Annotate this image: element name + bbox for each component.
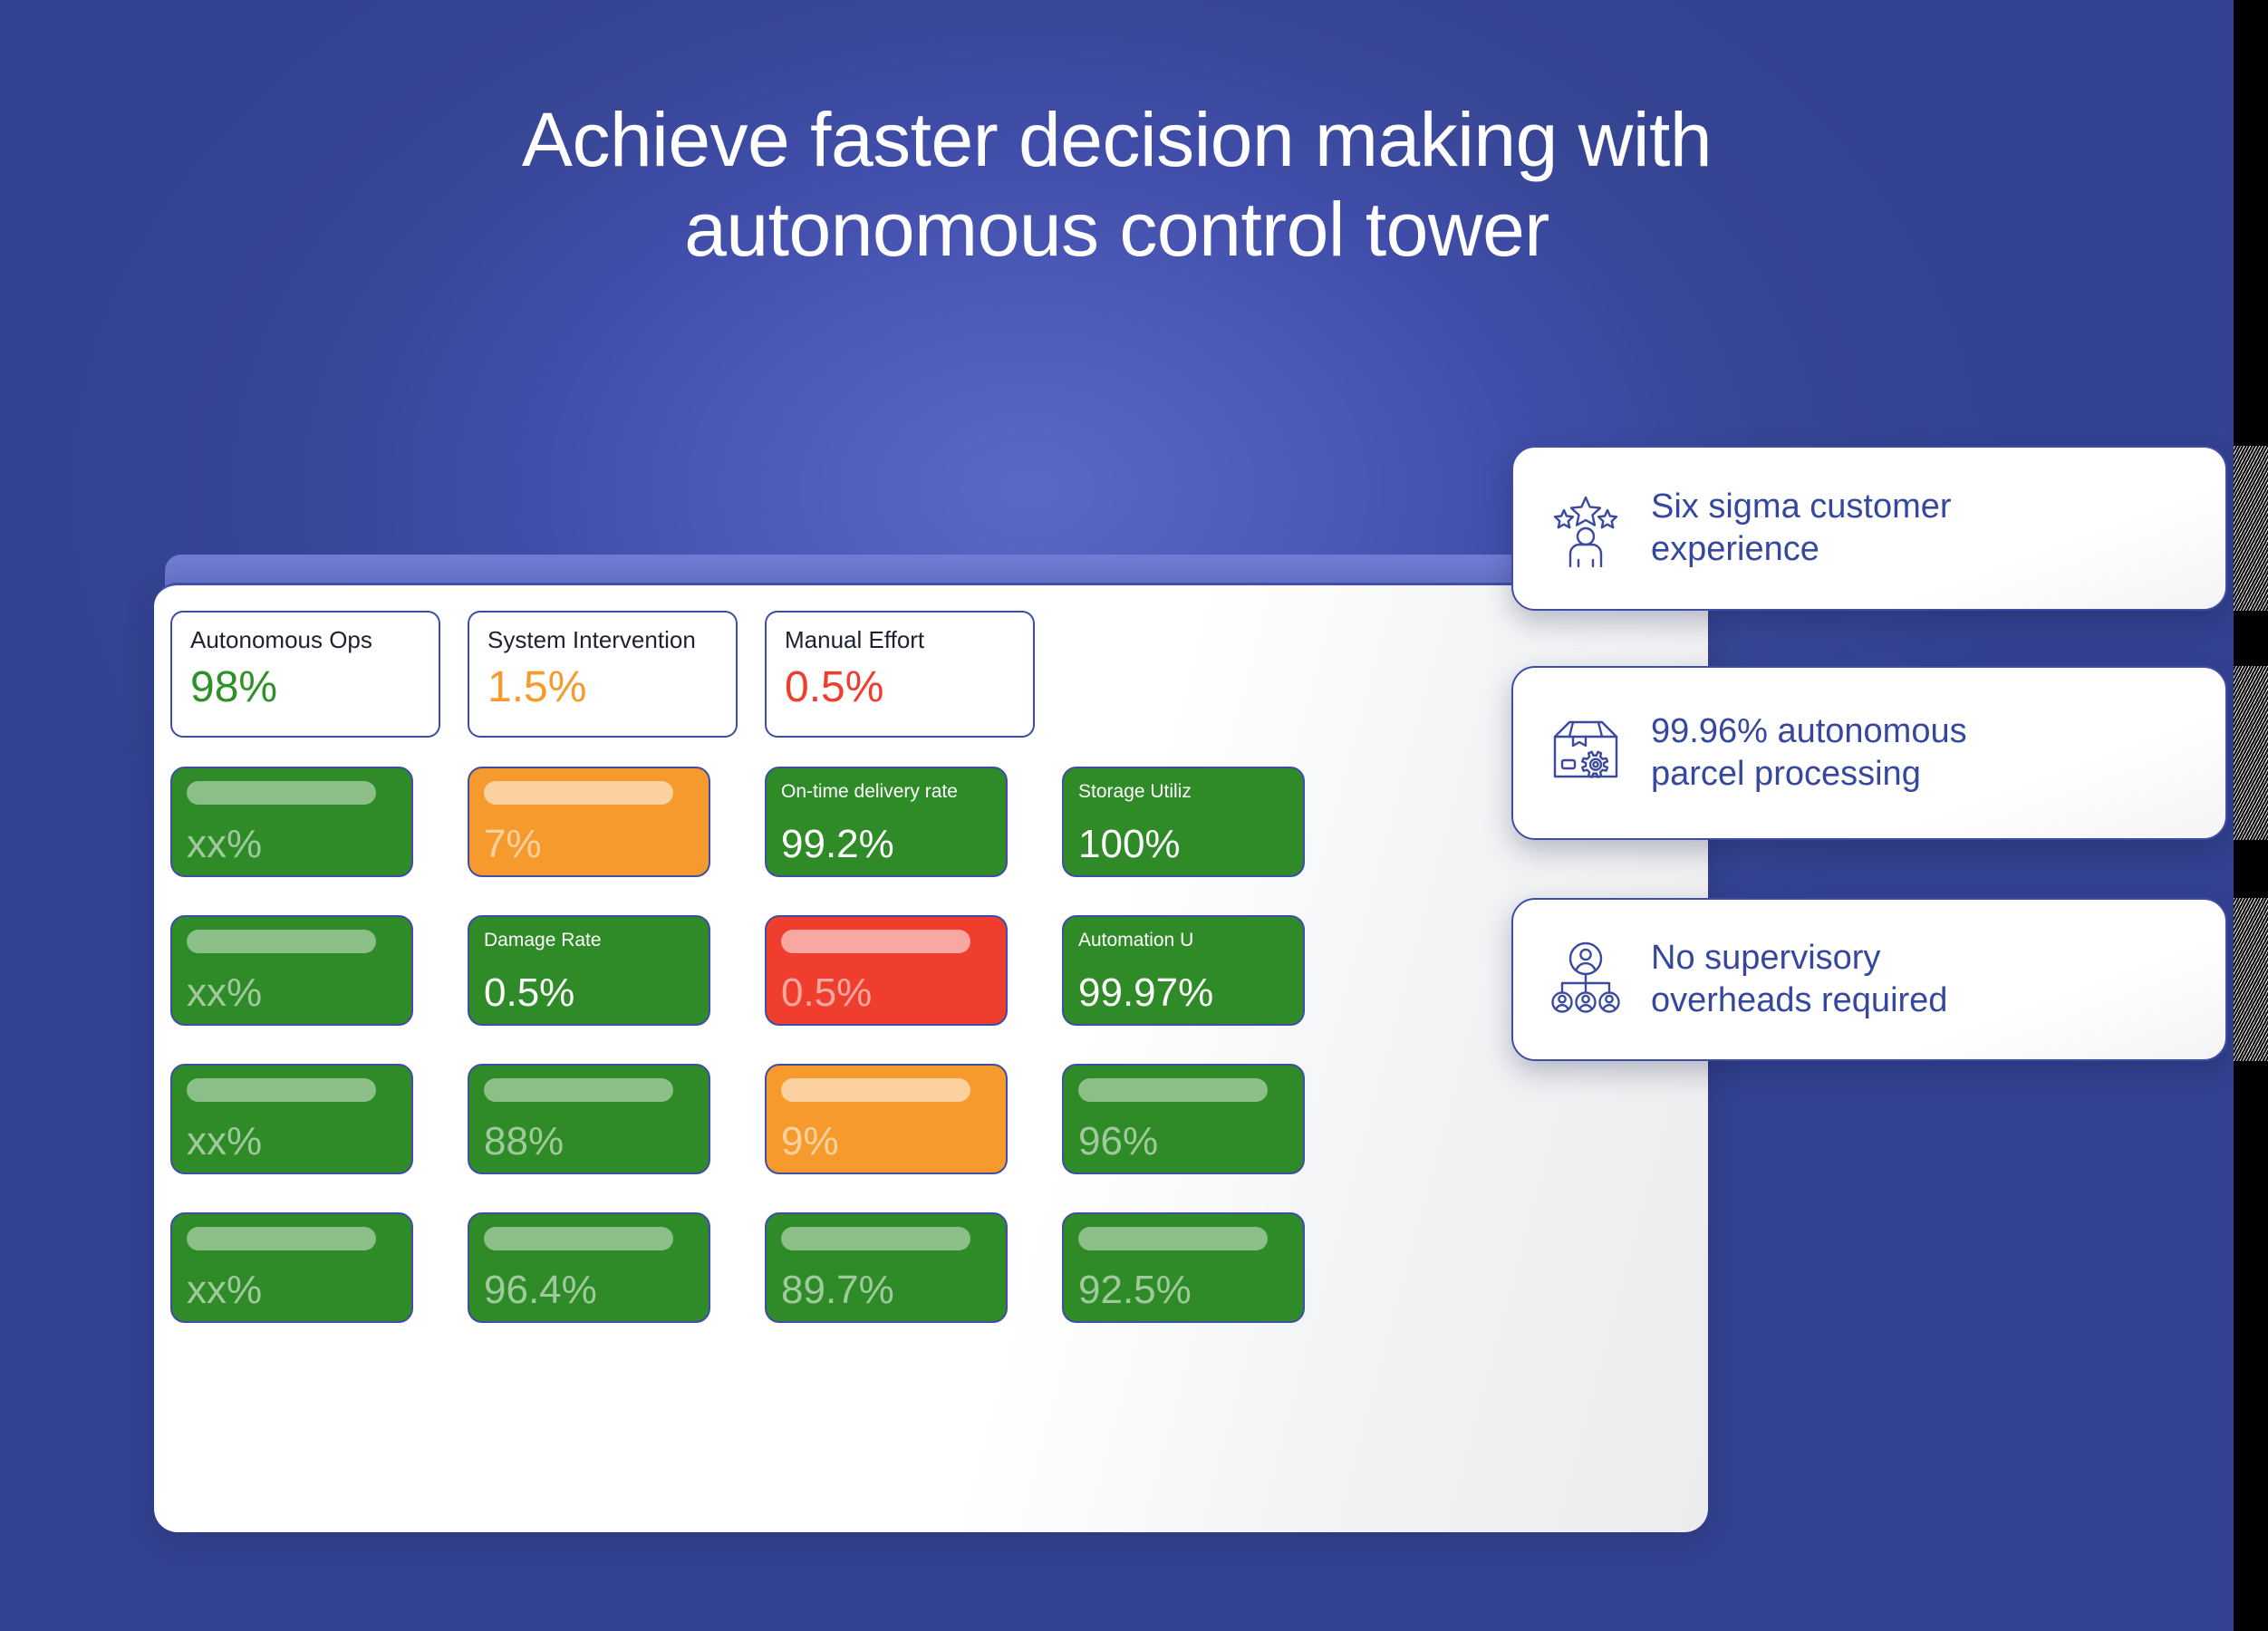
tile-label: Automation U bbox=[1078, 930, 1194, 951]
tile-placeholder-bar bbox=[484, 781, 673, 805]
tile-value: 89.7% bbox=[781, 1268, 894, 1312]
clipped-callout-fragment bbox=[2234, 666, 2268, 840]
metric-tile[interactable]: Automation U 99.97% bbox=[1062, 915, 1305, 1026]
stat-card-label: Manual Effort bbox=[785, 626, 925, 653]
callout-card-parcel-processing[interactable]: 99.96% autonomous parcel processing bbox=[1511, 666, 2227, 840]
stat-card-manual-effort[interactable]: Manual Effort 0.5% bbox=[765, 611, 1035, 738]
parcel-gear-icon bbox=[1546, 713, 1626, 793]
tile-placeholder-bar bbox=[187, 781, 376, 805]
metric-tile[interactable]: xx% bbox=[170, 1064, 413, 1174]
tile-value: 96% bbox=[1078, 1119, 1159, 1163]
tile-value: 88% bbox=[484, 1119, 565, 1163]
tile-value: 0.5% bbox=[484, 970, 575, 1015]
metric-tile[interactable]: On-time delivery rate 99.2% bbox=[765, 767, 1008, 877]
callout-card-six-sigma[interactable]: Six sigma customer experience bbox=[1511, 446, 2227, 611]
tile-value: 99.2% bbox=[781, 822, 894, 866]
stat-card-value: 0.5% bbox=[785, 662, 884, 711]
metric-tile[interactable]: 88% bbox=[468, 1064, 710, 1174]
tile-placeholder-bar bbox=[781, 1078, 970, 1102]
callout-text: Six sigma customer experience bbox=[1651, 486, 1952, 572]
stat-card-label: System Intervention bbox=[487, 626, 696, 653]
tile-value: 7% bbox=[484, 822, 542, 866]
tile-placeholder-bar bbox=[781, 1227, 970, 1250]
tile-placeholder-bar bbox=[781, 930, 970, 953]
headline-line-1: Achieve faster decision making with bbox=[521, 97, 1713, 182]
callout-line-1: 99.96% autonomous bbox=[1651, 711, 1967, 750]
stat-card-system-intervention[interactable]: System Intervention 1.5% bbox=[468, 611, 738, 738]
tile-label: Damage Rate bbox=[484, 930, 602, 951]
tile-value: xx% bbox=[187, 970, 263, 1015]
headline-line-2: autonomous control tower bbox=[684, 187, 1549, 273]
page-title: Achieve faster decision making with auto… bbox=[0, 95, 2234, 275]
stat-card-label: Autonomous Ops bbox=[190, 626, 372, 653]
callout-text: 99.96% autonomous parcel processing bbox=[1651, 710, 1967, 796]
metric-tile[interactable]: xx% bbox=[170, 767, 413, 877]
dashboard-panel: Autonomous Ops 98% System Intervention 1… bbox=[154, 583, 1708, 1532]
tile-placeholder-bar bbox=[484, 1227, 673, 1250]
metric-tile[interactable]: 92.5% bbox=[1062, 1212, 1305, 1323]
clipped-callout-fragment bbox=[2234, 446, 2268, 611]
callout-line-1: Six sigma customer bbox=[1651, 487, 1952, 526]
metric-tile[interactable]: 96.4% bbox=[468, 1212, 710, 1323]
metric-tile[interactable]: Damage Rate 0.5% bbox=[468, 915, 710, 1026]
tile-value: xx% bbox=[187, 1268, 263, 1312]
tile-placeholder-bar bbox=[187, 930, 376, 953]
metric-tile[interactable]: 0.5% bbox=[765, 915, 1008, 1026]
tile-label: On-time delivery rate bbox=[781, 781, 958, 802]
tile-placeholder-bar bbox=[484, 1078, 673, 1102]
stat-card-value: 1.5% bbox=[487, 662, 587, 711]
metric-tile-grid: xx% 7% On-time delivery rate 99.2% Storage U… bbox=[170, 767, 1305, 1323]
right-gutter bbox=[2234, 0, 2268, 1631]
tile-value: 96.4% bbox=[484, 1268, 597, 1312]
stat-card-row: Autonomous Ops 98% System Intervention 1… bbox=[170, 611, 1035, 738]
stat-card-autonomous-ops[interactable]: Autonomous Ops 98% bbox=[170, 611, 440, 738]
tile-placeholder-bar bbox=[1078, 1227, 1268, 1250]
tile-value: xx% bbox=[187, 1119, 263, 1163]
metric-tile[interactable]: 7% bbox=[468, 767, 710, 877]
clipped-callout-fragment bbox=[2234, 898, 2268, 1061]
callout-line-1: No supervisory bbox=[1651, 938, 1881, 977]
dashboard-panel-top-strip bbox=[165, 555, 1701, 587]
stat-card-value: 98% bbox=[190, 662, 278, 711]
tile-value: 0.5% bbox=[781, 970, 873, 1015]
callout-line-2: experience bbox=[1651, 530, 1819, 568]
callout-text: No supervisory overheads required bbox=[1651, 937, 1947, 1023]
tile-placeholder-bar bbox=[1078, 1078, 1268, 1102]
metric-tile[interactable]: Storage Utiliz 100% bbox=[1062, 767, 1305, 877]
org-hierarchy-icon bbox=[1546, 940, 1626, 1019]
tile-value: 99.97% bbox=[1078, 970, 1214, 1015]
tile-value: 92.5% bbox=[1078, 1268, 1192, 1312]
callout-line-2: parcel processing bbox=[1651, 755, 1921, 793]
tile-placeholder-bar bbox=[187, 1227, 376, 1250]
metric-tile[interactable]: 96% bbox=[1062, 1064, 1305, 1174]
callout-line-2: overheads required bbox=[1651, 981, 1948, 1019]
callout-card-no-supervisory-overheads[interactable]: No supervisory overheads required bbox=[1511, 898, 2227, 1061]
tile-value: 100% bbox=[1078, 822, 1181, 866]
person-with-stars-icon bbox=[1546, 488, 1626, 568]
metric-tile[interactable]: 9% bbox=[765, 1064, 1008, 1174]
tile-value: xx% bbox=[187, 822, 263, 866]
metric-tile[interactable]: 89.7% bbox=[765, 1212, 1008, 1323]
tile-placeholder-bar bbox=[187, 1078, 376, 1102]
metric-tile[interactable]: xx% bbox=[170, 915, 413, 1026]
tile-value: 9% bbox=[781, 1119, 839, 1163]
metric-tile[interactable]: xx% bbox=[170, 1212, 413, 1323]
tile-label: Storage Utiliz bbox=[1078, 781, 1192, 802]
